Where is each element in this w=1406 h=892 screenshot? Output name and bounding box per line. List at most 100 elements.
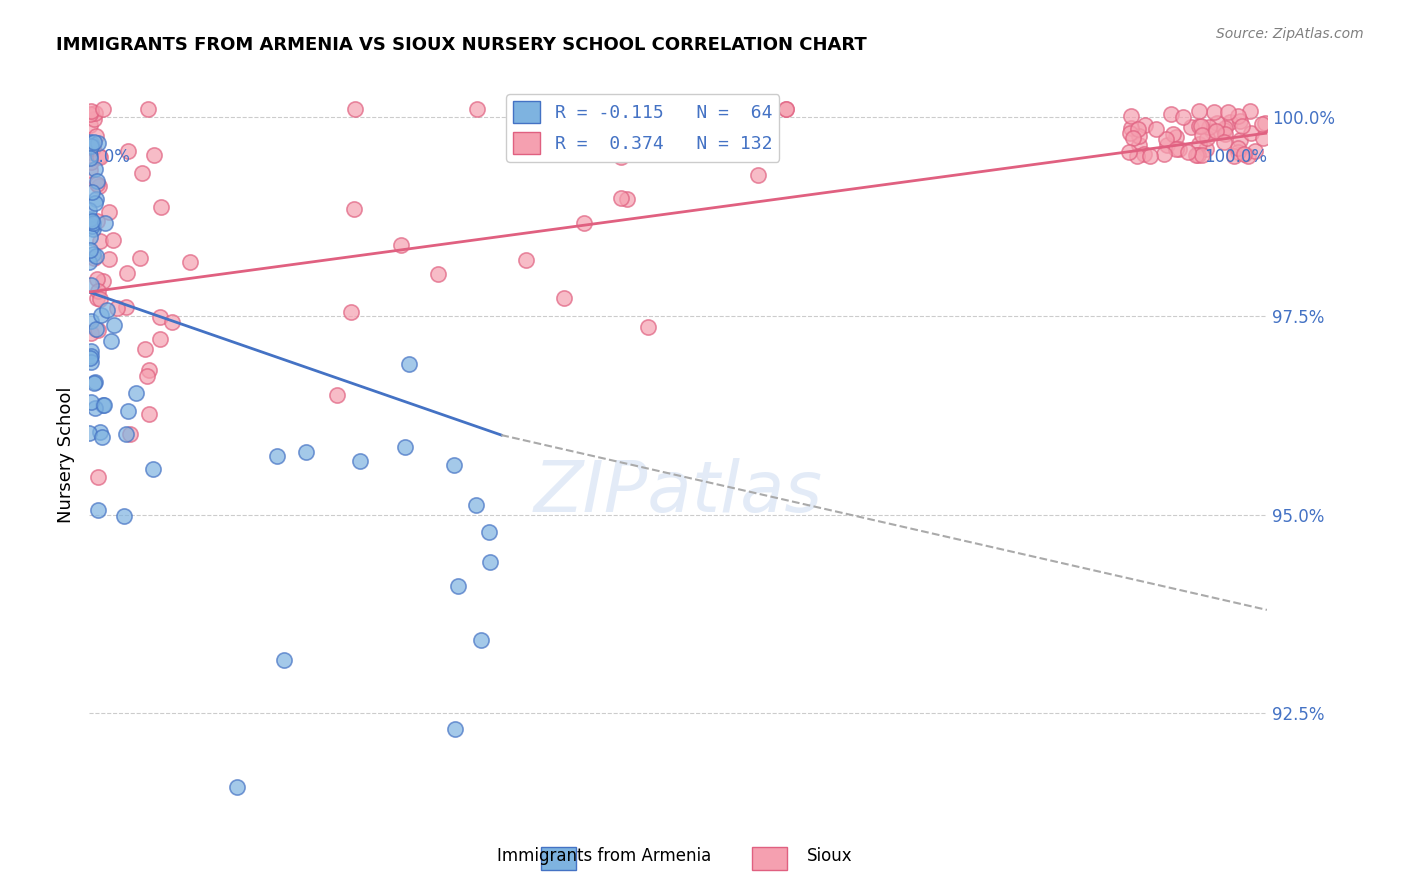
Point: [1188, 120, 1211, 134]
Point: [1195, 143, 1218, 157]
Point: [89, 292, 111, 306]
Point: [1198, 120, 1220, 134]
Point: [1167, 142, 1189, 156]
Point: [79, 243, 101, 257]
Point: [1223, 148, 1246, 162]
Point: [80, 395, 103, 409]
Point: [118, 427, 141, 442]
Y-axis label: Nursery School: Nursery School: [58, 386, 75, 524]
Point: [226, 780, 249, 794]
Point: [616, 192, 638, 206]
Point: [1253, 131, 1275, 145]
Point: [149, 310, 172, 324]
Point: [86, 272, 108, 286]
Point: [1191, 147, 1213, 161]
Point: [79, 230, 101, 244]
Point: [398, 357, 420, 371]
Point: [747, 168, 769, 182]
Point: [1119, 126, 1142, 140]
Point: [83, 252, 105, 266]
Point: [1135, 119, 1157, 133]
Point: [84, 196, 107, 211]
Point: [1226, 140, 1249, 154]
Point: [87, 284, 110, 298]
Point: [343, 102, 366, 116]
Point: [93, 398, 115, 412]
Point: [1187, 104, 1209, 119]
Point: [86, 178, 108, 192]
Point: [1213, 128, 1236, 142]
Point: [1250, 117, 1272, 131]
Point: [1173, 110, 1195, 124]
Point: [86, 136, 108, 150]
Point: [1119, 120, 1142, 135]
Point: [86, 213, 108, 227]
Point: [1239, 104, 1261, 119]
Point: [1202, 105, 1225, 120]
Point: [1227, 109, 1250, 123]
Point: [326, 387, 349, 401]
Point: [80, 314, 103, 328]
Point: [80, 326, 103, 340]
Point: [1122, 131, 1144, 145]
Point: [89, 150, 111, 164]
Point: [80, 214, 103, 228]
Point: [87, 323, 110, 337]
Point: [114, 427, 136, 442]
Point: [89, 179, 111, 194]
Point: [77, 202, 100, 217]
Point: [80, 349, 103, 363]
Point: [79, 107, 101, 121]
Point: [149, 332, 172, 346]
Point: [138, 363, 160, 377]
Point: [142, 148, 165, 162]
Point: [574, 216, 596, 230]
Point: [1166, 129, 1188, 144]
Legend: R = -0.115   N =  64, R =  0.374   N = 132: R = -0.115 N = 64, R = 0.374 N = 132: [506, 94, 779, 161]
Point: [79, 355, 101, 369]
Point: [447, 579, 470, 593]
Point: [1219, 114, 1241, 128]
Point: [79, 163, 101, 178]
Point: [83, 161, 105, 176]
Point: [129, 251, 152, 265]
Point: [1227, 145, 1250, 160]
Point: [131, 166, 153, 180]
Point: [775, 102, 797, 116]
Point: [91, 398, 114, 412]
Point: [443, 458, 465, 473]
Point: [1185, 148, 1208, 162]
Point: [706, 102, 728, 116]
Point: [117, 144, 139, 158]
Point: [112, 509, 135, 524]
Point: [1126, 122, 1149, 136]
Text: Immigrants from Armenia: Immigrants from Armenia: [498, 847, 711, 865]
Point: [86, 291, 108, 305]
Point: [394, 440, 416, 454]
Point: [1128, 129, 1150, 144]
Point: [82, 141, 104, 155]
Point: [94, 216, 117, 230]
Point: [125, 386, 148, 401]
Text: 100.0%: 100.0%: [1204, 148, 1267, 166]
Point: [79, 211, 101, 226]
Point: [89, 234, 111, 248]
Point: [82, 247, 104, 261]
Point: [1154, 132, 1177, 146]
Point: [90, 308, 112, 322]
Point: [1206, 116, 1229, 130]
Point: [389, 238, 412, 252]
Point: [82, 216, 104, 230]
Point: [1153, 146, 1175, 161]
Point: [80, 136, 103, 151]
Point: [1188, 136, 1211, 151]
Point: [1213, 135, 1236, 149]
Point: [87, 149, 110, 163]
Point: [79, 351, 101, 365]
Point: [349, 453, 371, 467]
Point: [134, 342, 156, 356]
Point: [1213, 123, 1236, 137]
Point: [478, 524, 501, 539]
Point: [1233, 146, 1256, 161]
Point: [84, 192, 107, 206]
